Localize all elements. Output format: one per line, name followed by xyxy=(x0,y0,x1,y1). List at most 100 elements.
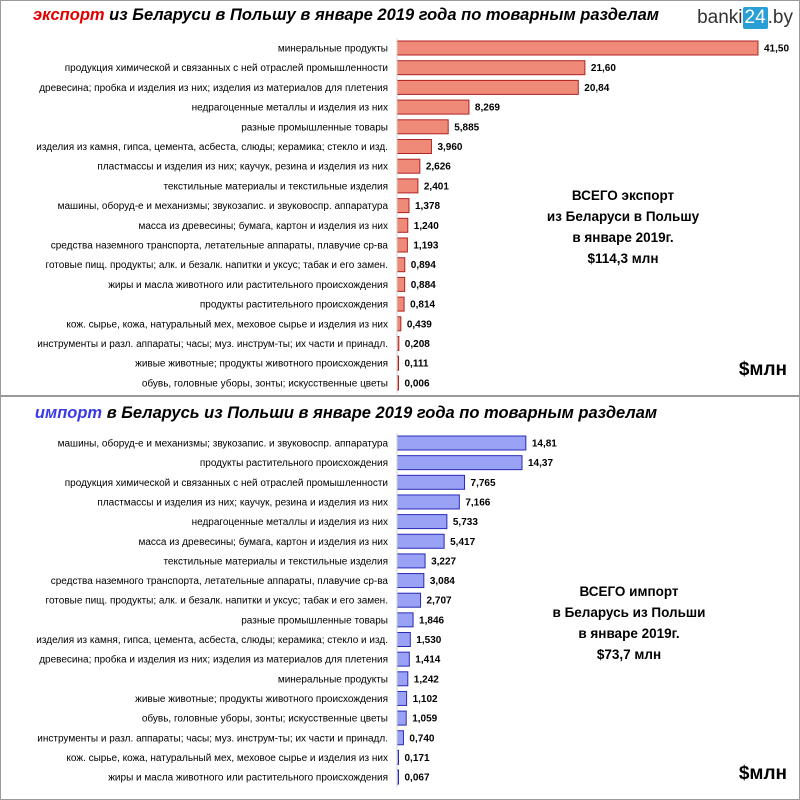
import-category-label: недрагоценные металлы и изделия из них xyxy=(192,517,388,528)
export-category-label: средства наземного транспорта, летательн… xyxy=(51,241,389,252)
export-category-label: продукция химической и связанных с ней о… xyxy=(65,63,388,74)
import-value-label: 1,242 xyxy=(414,674,439,685)
export-title-highlight: экспорт xyxy=(33,6,105,24)
export-category-label: обувь, головные уборы, зонты; искусствен… xyxy=(142,377,388,389)
export-value-label: 2,626 xyxy=(426,162,451,173)
import-value-label: 5,417 xyxy=(450,537,475,548)
import-value-label: 2,707 xyxy=(427,596,452,607)
import-total-line: ВСЕГО импорт xyxy=(579,584,679,599)
import-category-label: средства наземного транспорта, летательн… xyxy=(51,576,389,587)
export-bar xyxy=(396,296,405,312)
export-category-label: текстильные материалы и текстильные изде… xyxy=(163,181,388,192)
import-category-label: машины, оборуд-е и механизмы; звукозапис… xyxy=(58,438,389,450)
export-bar xyxy=(396,79,579,95)
import-category-label: разные промышленные товары xyxy=(241,615,388,626)
export-bar xyxy=(396,158,421,174)
import-bar xyxy=(396,612,414,628)
import-title-rest: в Беларусь из Польши в январе 2019 года … xyxy=(102,404,658,422)
import-value-label: 1,102 xyxy=(413,694,438,705)
import-bar xyxy=(396,455,523,471)
import-bar xyxy=(396,474,466,490)
import-category-label: продукты растительного происхождения xyxy=(200,458,388,469)
logo-text-pre: banki xyxy=(697,7,743,28)
export-total-box: ВСЕГО экспорт из Беларуси в Польшу в янв… xyxy=(523,185,723,269)
export-value-label: 3,960 xyxy=(437,142,462,153)
import-category-label: кож. сырье, кожа, натуральный мех, мехов… xyxy=(66,753,388,764)
export-category-label: жиры и масла животного или растительного… xyxy=(108,280,388,291)
import-bar xyxy=(396,435,527,451)
export-bar xyxy=(396,99,470,115)
export-category-label: изделия из камня, гипса, цемента, асбест… xyxy=(36,141,388,153)
import-total-box: ВСЕГО импорт в Беларусь из Польши в янва… xyxy=(529,581,729,665)
import-unit-label: $млн xyxy=(738,763,787,784)
export-category-label: древесина; пробка и изделия из них; изде… xyxy=(39,82,388,94)
export-value-label: 0,884 xyxy=(411,280,436,291)
export-total-line: $114,3 млн xyxy=(587,251,659,266)
import-category-label: изделия из камня, гипса, цемента, асбест… xyxy=(36,634,388,646)
export-value-label: 0,894 xyxy=(411,260,436,271)
import-total-line: $73,7 млн xyxy=(596,647,662,662)
import-value-label: 0,171 xyxy=(405,753,430,764)
export-bar xyxy=(396,40,759,56)
export-value-label: 1,240 xyxy=(414,221,439,232)
export-panel: экспорт из Беларуси в Польшу в январе 20… xyxy=(0,0,800,396)
import-category-label: текстильные материалы и текстильные изде… xyxy=(163,556,388,567)
export-bar xyxy=(396,257,406,273)
import-bar xyxy=(396,592,422,608)
import-category-label: продукция химической и связанных с ней о… xyxy=(65,478,388,489)
export-category-label: инструменты и разл. аппараты; часы; муз.… xyxy=(37,339,388,350)
import-category-label: живые животные; продукты животного проис… xyxy=(135,694,388,705)
export-value-label: 41,50 xyxy=(764,44,789,55)
export-bar xyxy=(396,139,432,154)
export-value-label: 0,814 xyxy=(410,300,435,311)
export-category-label: недрагоценные металлы и изделия из них xyxy=(192,103,388,114)
export-value-label: 0,006 xyxy=(405,378,430,389)
import-category-label: инструменты и разл. аппараты; часы; муз.… xyxy=(37,733,388,744)
import-bar xyxy=(396,494,460,510)
import-total-line: в январе 2019г. xyxy=(578,626,680,641)
export-category-label: живые животные; продукты животного проис… xyxy=(135,359,388,370)
import-bar xyxy=(396,671,409,687)
import-panel: импорт в Беларусь из Польши в январе 201… xyxy=(0,396,800,800)
export-category-label: пластмассы и изделия из них; каучук, рез… xyxy=(97,162,388,173)
import-value-label: 0,740 xyxy=(409,733,434,744)
import-bar xyxy=(396,514,448,530)
export-chart-title: экспорт из Беларуси в Польшу в январе 20… xyxy=(1,6,691,25)
import-bar xyxy=(396,553,426,569)
export-total-line: ВСЕГО экспорт xyxy=(571,188,675,203)
banki24-logo: banki 24 .by xyxy=(697,7,793,29)
export-unit-label: $млн xyxy=(738,359,787,380)
logo-text-post: .by xyxy=(767,7,793,28)
export-category-label: минеральные продукты xyxy=(278,44,388,55)
import-category-label: древесина; пробка и изделия из них; изде… xyxy=(39,654,388,666)
import-title-highlight: импорт xyxy=(34,404,103,422)
export-category-label: продукты растительного происхождения xyxy=(200,300,388,311)
import-bar xyxy=(396,730,404,746)
import-bar xyxy=(396,632,411,647)
import-bar xyxy=(396,690,408,706)
import-value-label: 3,084 xyxy=(430,576,455,587)
import-category-label: обувь, головные уборы, зонты; искусствен… xyxy=(142,713,388,725)
import-value-label: 14,81 xyxy=(532,439,557,450)
import-bar xyxy=(396,710,407,726)
export-category-label: кож. сырье, кожа, натуральный мех, мехов… xyxy=(66,319,388,330)
import-category-label: готовые пищ. продукты; алк. и безалк. на… xyxy=(46,595,388,607)
export-value-label: 1,193 xyxy=(413,241,438,252)
export-value-label: 2,401 xyxy=(424,181,449,192)
export-bar xyxy=(396,178,419,194)
export-title-rest: из Беларуси в Польшу в январе 2019 года … xyxy=(104,6,659,24)
import-value-label: 0,067 xyxy=(405,773,430,784)
export-value-label: 0,111 xyxy=(405,359,429,370)
export-bar-chart: минеральные продукты 41,50 продукция химич… xyxy=(36,38,789,393)
export-value-label: 5,885 xyxy=(454,122,479,133)
export-category-label: готовые пищ. продукты; алк. и безалк. на… xyxy=(46,259,388,271)
import-bar xyxy=(396,533,445,549)
import-category-label: пластмассы и изделия из них; каучук, рез… xyxy=(97,497,388,508)
import-category-label: жиры и масла животного или растительного… xyxy=(108,773,388,784)
import-value-label: 1,414 xyxy=(415,655,440,666)
import-category-label: минеральные продукты xyxy=(278,674,388,685)
import-chart-title: импорт в Беларусь из Польши в январе 201… xyxy=(1,404,691,423)
import-total-line: в Беларусь из Польши xyxy=(552,605,706,620)
export-category-label: разные промышленные товары xyxy=(241,122,388,133)
export-bar xyxy=(396,276,406,292)
